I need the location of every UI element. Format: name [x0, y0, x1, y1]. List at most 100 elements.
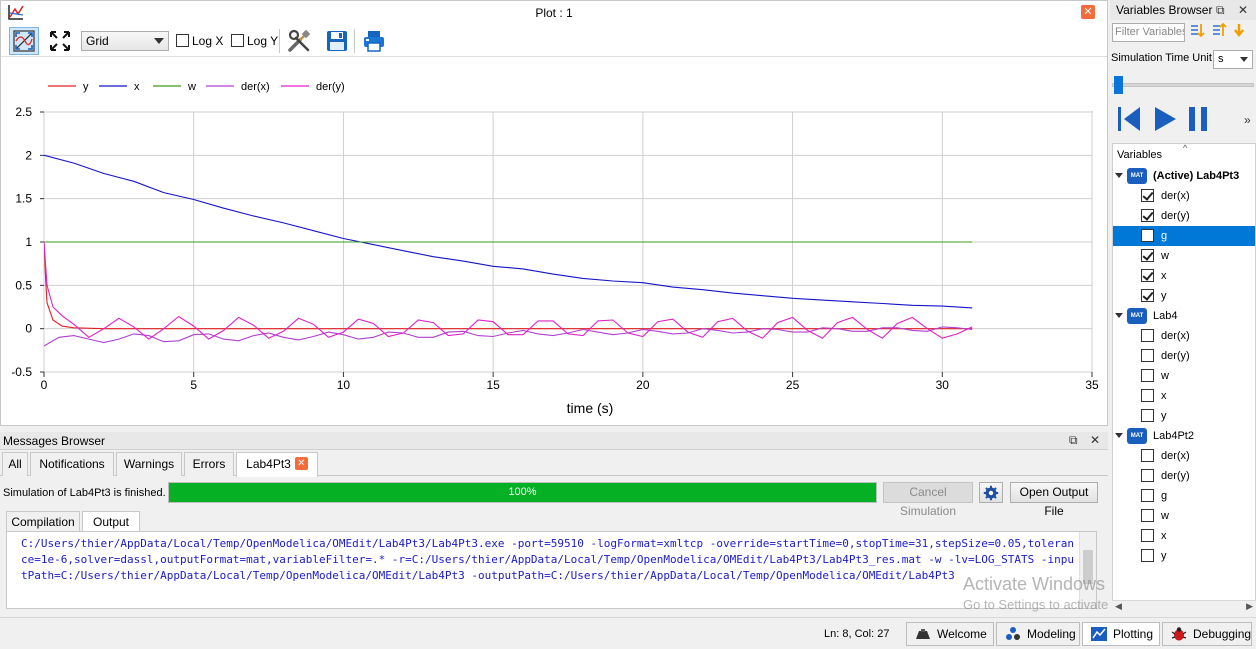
setup-button[interactable]: [284, 27, 314, 55]
simulation-setup-button[interactable]: [979, 482, 1003, 503]
messages-browser-title: Messages Browser: [3, 434, 106, 448]
output-text-area[interactable]: C:/Users/thier/AppData/Local/Temp/OpenMo…: [6, 531, 1097, 609]
tree-variable-row[interactable]: y: [1113, 286, 1255, 306]
variables-tree[interactable]: Variables ^ MAT (Active) Lab4Pt3 der(x) der…: [1112, 143, 1256, 615]
scrollbar-thumb[interactable]: [1083, 550, 1093, 584]
perspective-debugging[interactable]: Debugging: [1162, 622, 1252, 646]
variable-checkbox[interactable]: [1141, 509, 1154, 522]
bug-icon: [1171, 627, 1187, 641]
variable-checkbox[interactable]: [1141, 289, 1154, 302]
tab-notifications[interactable]: Notifications: [30, 452, 114, 476]
chevron-down-icon[interactable]: [1115, 173, 1123, 178]
expand-all-icon[interactable]: [1191, 24, 1205, 38]
tree-variable-row[interactable]: der(x): [1113, 326, 1255, 346]
variable-label: w: [1161, 250, 1169, 262]
chevron-down-icon[interactable]: [1115, 313, 1123, 318]
time-unit-select[interactable]: s: [1213, 50, 1253, 69]
tree-variable-row[interactable]: g: [1113, 486, 1255, 506]
tree-variable-row[interactable]: w: [1113, 366, 1255, 386]
variable-checkbox[interactable]: [1141, 529, 1154, 542]
tree-variable-row[interactable]: der(x): [1113, 186, 1255, 206]
tree-variable-row[interactable]: y: [1113, 406, 1255, 426]
variable-checkbox[interactable]: [1141, 349, 1154, 362]
pause-button[interactable]: [1186, 104, 1212, 134]
play-icon: [1155, 107, 1176, 131]
tab-compilation[interactable]: Compilation: [6, 511, 80, 532]
perspective-plotting[interactable]: Plotting: [1082, 622, 1160, 646]
float-window-icon[interactable]: ⧉: [1216, 3, 1225, 17]
tab-label: Output: [92, 515, 130, 529]
open-output-file-button[interactable]: Open Output File: [1010, 482, 1098, 518]
x-tick-label: 15: [486, 378, 500, 392]
variable-checkbox[interactable]: [1141, 469, 1154, 482]
close-plot-icon[interactable]: ✕: [1081, 5, 1095, 19]
tree-variable-row[interactable]: x: [1113, 526, 1255, 546]
log-x-checkbox[interactable]: [176, 34, 189, 47]
tree-variable-row[interactable]: der(x): [1113, 446, 1255, 466]
scroll-left-icon[interactable]: ◀: [1115, 601, 1122, 611]
tree-variable-row[interactable]: der(y): [1113, 206, 1255, 226]
tree-variable-row[interactable]: x: [1113, 386, 1255, 406]
variable-checkbox[interactable]: [1141, 329, 1154, 342]
variable-checkbox[interactable]: [1141, 269, 1154, 282]
slider-handle[interactable]: [1114, 76, 1123, 94]
fit-in-view-button[interactable]: [9, 27, 39, 55]
tree-variable-row[interactable]: der(y): [1113, 346, 1255, 366]
tree-model-2[interactable]: MAT Lab4Pt2: [1113, 426, 1255, 446]
perspective-welcome[interactable]: Welcome: [906, 622, 994, 646]
variable-checkbox[interactable]: [1141, 489, 1154, 502]
variable-label: der(y): [1161, 350, 1190, 362]
cancel-simulation-button[interactable]: Cancel Simulation: [883, 482, 973, 518]
scroll-right-icon[interactable]: ▶: [1246, 601, 1253, 611]
variable-checkbox[interactable]: [1141, 369, 1154, 382]
tab-errors[interactable]: Errors: [184, 452, 234, 476]
variables-browser-header: Variables Browser ⧉ ✕: [1110, 0, 1256, 20]
log-y-checkbox[interactable]: [231, 34, 244, 47]
variable-checkbox[interactable]: [1141, 389, 1154, 402]
save-button[interactable]: [322, 27, 352, 55]
tab-lab4pt3[interactable]: Lab4Pt3 ✕: [236, 452, 318, 477]
grid-select[interactable]: Grid: [81, 31, 169, 51]
perspective-modeling[interactable]: Modeling: [996, 622, 1080, 646]
tree-variable-row[interactable]: y: [1113, 546, 1255, 566]
chevron-down-icon[interactable]: [1115, 433, 1123, 438]
variable-checkbox[interactable]: [1141, 209, 1154, 222]
rewind-button[interactable]: [1116, 104, 1144, 134]
y-tick-label: 0: [25, 322, 32, 336]
close-tab-icon[interactable]: ✕: [294, 457, 308, 471]
tree-variable-row[interactable]: der(y): [1113, 466, 1255, 486]
variable-checkbox[interactable]: [1141, 189, 1154, 202]
tree-model-0[interactable]: MAT (Active) Lab4Pt3: [1113, 166, 1255, 186]
chevron-down-icon: [154, 38, 164, 44]
tree-variable-row[interactable]: g: [1113, 226, 1255, 246]
variable-checkbox[interactable]: [1141, 249, 1154, 262]
pan-zoom-button[interactable]: [45, 27, 75, 55]
variable-checkbox[interactable]: [1141, 229, 1154, 242]
horizontal-scrollbar[interactable]: ◀ ▶: [1112, 600, 1256, 615]
play-button[interactable]: [1152, 104, 1178, 134]
filter-variables-input[interactable]: Filter Variables: [1112, 23, 1185, 42]
tree-variable-row[interactable]: x: [1113, 266, 1255, 286]
sort-down-icon[interactable]: [1234, 24, 1244, 38]
tree-variable-row[interactable]: w: [1113, 246, 1255, 266]
tab-output[interactable]: Output: [82, 511, 140, 532]
tab-all[interactable]: All: [2, 452, 28, 476]
tab-warnings[interactable]: Warnings: [116, 452, 182, 476]
plot-toolbar: Grid Log X Log Y: [1, 25, 1107, 57]
vertical-scrollbar[interactable]: [1079, 532, 1096, 608]
variable-checkbox[interactable]: [1141, 549, 1154, 562]
collapse-all-icon[interactable]: [1213, 22, 1227, 36]
variable-label: w: [1161, 370, 1169, 382]
time-slider[interactable]: [1112, 75, 1254, 95]
close-icon[interactable]: ✕: [1238, 3, 1249, 17]
variable-checkbox[interactable]: [1141, 409, 1154, 422]
tree-model-1[interactable]: MAT Lab4: [1113, 306, 1255, 326]
perspective-label: Debugging: [1193, 627, 1252, 641]
float-window-icon[interactable]: ⧉: [1069, 433, 1078, 447]
tree-variable-row[interactable]: w: [1113, 506, 1255, 526]
more-options-icon[interactable]: »: [1244, 113, 1251, 127]
close-icon[interactable]: ✕: [1090, 433, 1101, 447]
plot-chart[interactable]: 0 5 10 15 20 25 30 35 -0.5 0 0.5 1 1.5 2 2.5 time (s) y x…: [1, 63, 1107, 425]
print-button[interactable]: [359, 27, 389, 55]
variable-checkbox[interactable]: [1141, 449, 1154, 462]
